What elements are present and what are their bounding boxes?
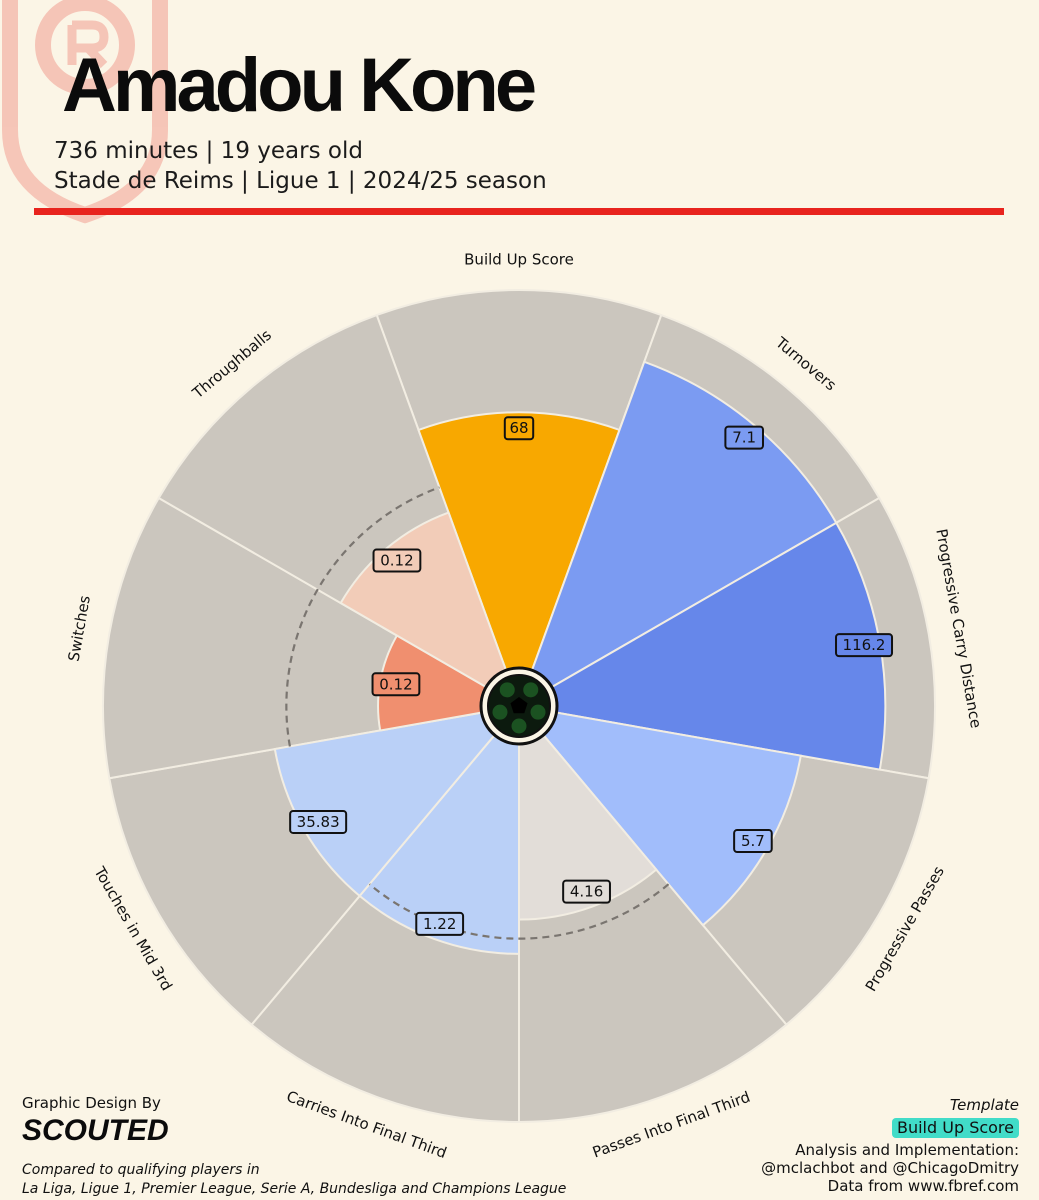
player-name: Amadou Kone (62, 43, 537, 128)
value-label: 68 (509, 419, 528, 437)
value-label-box (835, 633, 894, 658)
design-credit: Graphic Design By SCOUTED (22, 1094, 169, 1148)
value-label-box (733, 829, 773, 854)
value-label: 0.12 (379, 675, 412, 693)
soccer-ball-patch (492, 704, 508, 720)
category-label: Switches (65, 594, 94, 663)
template-badge: Build Up Score (891, 1118, 1019, 1138)
value-label: 116.2 (843, 636, 886, 654)
value-label-box (372, 548, 422, 573)
value-label: 4.16 (570, 883, 603, 901)
comparison-line-1: Compared to qualifying players in (22, 1162, 260, 1178)
data-source: Data from www.fbref.com (827, 1177, 1019, 1195)
comparison-line-2: La Liga, Ligue 1, Premier League, Serie … (22, 1181, 567, 1197)
value-label: 5.7 (741, 832, 765, 850)
background-logo-mark (2, 0, 168, 224)
player-minutes-age: 736 minutes | 19 years old (54, 138, 363, 164)
comparison-note: Compared to qualifying players in La Lig… (22, 1161, 566, 1199)
value-label-box (289, 809, 348, 834)
value-label-box (371, 672, 421, 697)
analysis-credit-authors: @mclachbot and @ChicagoDmitry (761, 1159, 1019, 1177)
soccer-ball-patch (530, 704, 546, 720)
design-credit-label: Graphic Design By (22, 1094, 161, 1112)
template-credits: Template Build Up Score Analysis and Imp… (761, 1096, 1019, 1195)
soccer-ball-patch (499, 682, 515, 698)
brand-logo: SCOUTED (22, 1114, 169, 1147)
soccer-ball-pentagon (510, 697, 528, 714)
reference-ring-arc (368, 883, 670, 940)
category-label: Build Up Score (464, 251, 574, 269)
template-label: Template (949, 1096, 1019, 1114)
player-team-league-season: Stade de Reims | Ligue 1 | 2024/25 seaso… (54, 168, 547, 194)
value-label: 7.1 (732, 429, 756, 447)
analysis-credit-label: Analysis and Implementation: (795, 1141, 1019, 1159)
soccer-ball-patch (511, 718, 527, 734)
value-label-box (724, 425, 764, 450)
value-label-box (562, 879, 611, 904)
value-label: 1.22 (423, 915, 456, 933)
header-divider (34, 208, 1004, 215)
value-label-box (415, 911, 465, 936)
value-label: 0.12 (380, 552, 413, 570)
value-label-box (503, 416, 535, 441)
value-label: 35.83 (297, 813, 340, 831)
reference-ring-arc (285, 486, 440, 747)
category-label: Progressive Carry Distance (932, 527, 985, 729)
soccer-ball-patch (523, 682, 539, 698)
